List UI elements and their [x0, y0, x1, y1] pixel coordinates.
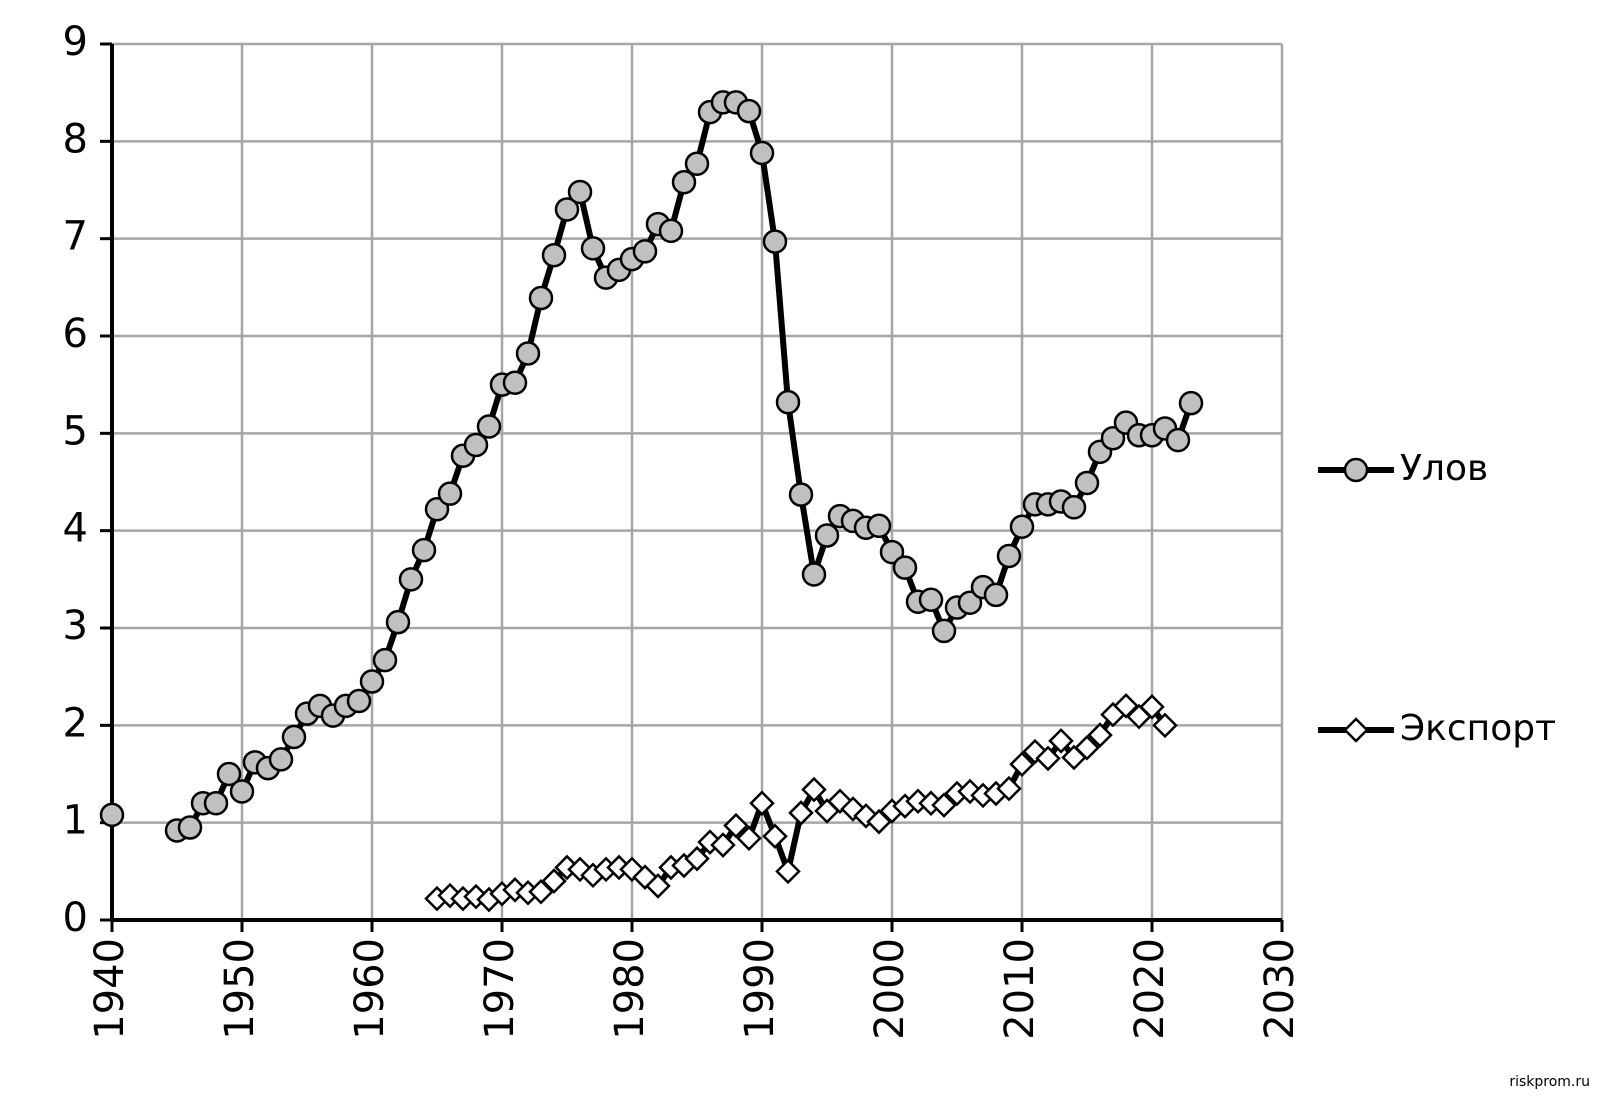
marker	[515, 341, 541, 366]
marker	[762, 229, 788, 254]
marker	[684, 151, 710, 176]
marker	[424, 497, 450, 522]
marker	[879, 539, 905, 565]
marker	[619, 856, 645, 883]
marker	[1113, 693, 1139, 719]
y-tick-label: 9	[63, 19, 88, 65]
marker	[658, 218, 684, 244]
marker	[398, 567, 424, 592]
marker	[775, 858, 801, 885]
y-tick-label: 8	[63, 116, 88, 162]
marker	[775, 389, 801, 415]
marker	[1009, 751, 1035, 778]
marker	[632, 239, 658, 264]
marker	[372, 647, 398, 673]
y-tick-label: 3	[63, 603, 88, 649]
marker	[541, 868, 567, 894]
marker	[1009, 514, 1035, 540]
marker	[996, 775, 1022, 802]
marker	[1139, 694, 1165, 720]
marker	[346, 688, 372, 714]
marker	[1074, 734, 1100, 761]
marker	[1100, 425, 1126, 451]
marker	[437, 481, 463, 506]
marker	[1152, 712, 1178, 739]
marker	[762, 823, 788, 850]
x-tick-label: 2010	[997, 938, 1043, 1040]
marker	[814, 523, 840, 548]
marker	[1178, 390, 1204, 416]
marker	[554, 197, 580, 222]
x-tick-label: 1980	[607, 938, 653, 1040]
y-tick-label: 1	[63, 798, 88, 844]
legend-marker	[1343, 717, 1369, 743]
marker	[177, 815, 203, 840]
marker	[983, 582, 1009, 608]
marker	[541, 242, 567, 268]
marker	[736, 825, 762, 852]
legend-marker	[1343, 457, 1369, 483]
marker	[229, 779, 255, 804]
y-tick-label: 7	[63, 214, 88, 260]
marker	[931, 792, 957, 818]
marker	[268, 747, 294, 772]
marker	[528, 285, 554, 311]
marker	[801, 776, 827, 803]
x-tick-label: 1940	[87, 938, 133, 1040]
y-tick-label: 2	[63, 700, 88, 746]
marker	[671, 169, 697, 195]
legend-label: Экспорт	[1400, 708, 1556, 749]
marker	[502, 370, 528, 395]
marker	[216, 761, 242, 787]
marker	[866, 513, 892, 539]
marker	[580, 236, 606, 261]
legend-label: Улов	[1400, 448, 1488, 489]
marker	[749, 140, 775, 166]
watermark: riskprom.ru	[1509, 1074, 1590, 1090]
marker	[996, 543, 1022, 569]
x-tick-label: 2030	[1257, 938, 1303, 1040]
y-tick-label: 6	[63, 311, 88, 357]
marker	[1048, 728, 1074, 754]
marker	[1061, 495, 1087, 520]
y-tick-label: 4	[63, 506, 88, 552]
marker	[463, 432, 489, 458]
marker	[99, 802, 125, 828]
marker	[788, 800, 814, 826]
marker	[567, 179, 593, 205]
marker	[411, 537, 437, 563]
marker	[385, 609, 411, 635]
x-tick-label: 2020	[1127, 938, 1173, 1040]
marker	[1165, 427, 1191, 453]
marker	[788, 482, 814, 507]
marker	[203, 790, 229, 816]
marker	[957, 590, 983, 615]
marker	[1074, 470, 1100, 496]
y-tick-label: 0	[63, 895, 88, 941]
marker	[684, 845, 710, 872]
marker	[892, 555, 918, 580]
marker	[710, 832, 736, 858]
x-tick-label: 2000	[867, 938, 913, 1040]
marker	[749, 790, 775, 816]
marker	[801, 562, 827, 587]
x-tick-label: 1990	[737, 938, 783, 1040]
x-tick-label: 1950	[217, 938, 263, 1040]
marker	[931, 618, 957, 644]
marker	[1087, 722, 1113, 748]
x-tick-label: 1970	[477, 938, 523, 1040]
marker	[476, 414, 502, 439]
marker	[359, 669, 385, 694]
marker	[567, 856, 593, 883]
marker	[1035, 745, 1061, 772]
marker	[645, 873, 671, 899]
marker	[723, 812, 749, 839]
y-tick-label: 5	[63, 408, 88, 454]
marker	[281, 724, 307, 750]
marker	[736, 98, 762, 124]
marker	[918, 587, 944, 613]
x-tick-label: 1960	[347, 938, 393, 1040]
